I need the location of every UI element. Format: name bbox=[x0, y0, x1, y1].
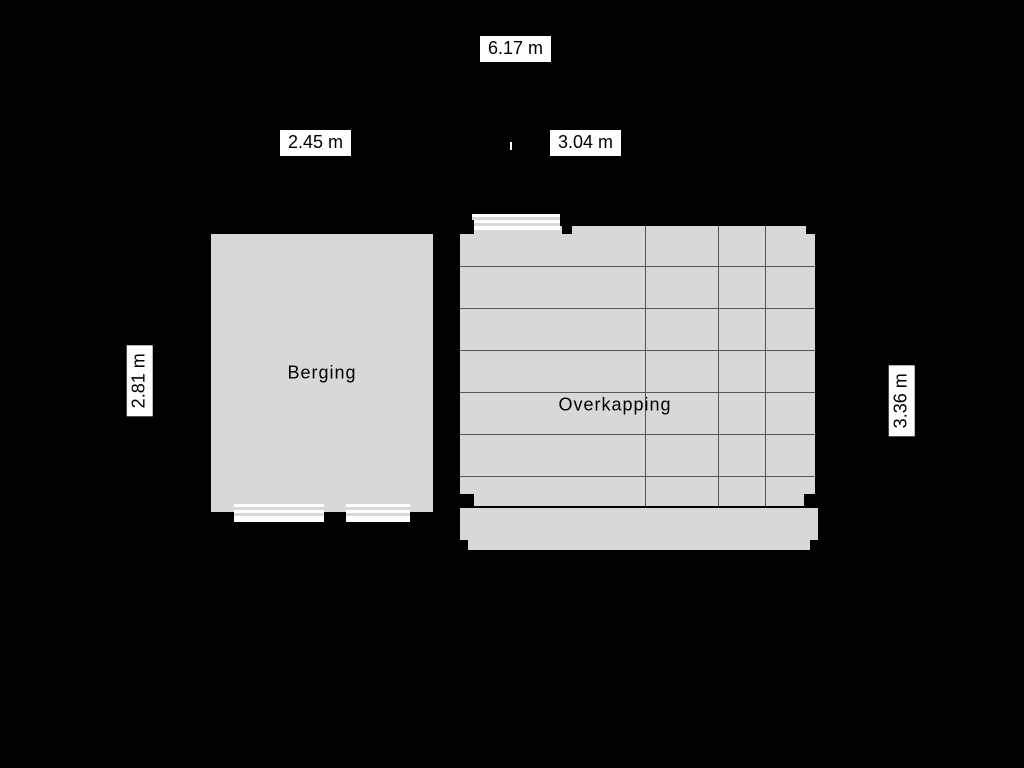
room-overkapping bbox=[460, 220, 815, 506]
post-top-left bbox=[460, 220, 474, 234]
berging-door-1-stripe bbox=[234, 507, 324, 510]
tick-top-left bbox=[510, 142, 512, 150]
ext-post-right bbox=[810, 540, 820, 550]
overkapping-extension bbox=[460, 508, 818, 550]
post-bottom-left bbox=[460, 494, 474, 508]
overkapping-top-stripe2 bbox=[472, 223, 560, 226]
overkapping-top-stripe1 bbox=[472, 217, 560, 220]
plank-h4 bbox=[460, 392, 815, 393]
berging-door-2-stripe bbox=[346, 507, 410, 510]
plank-h2 bbox=[460, 308, 815, 309]
dim-total-width: 6.17 m bbox=[480, 36, 551, 62]
berging-door-1-stripe2 bbox=[234, 513, 324, 516]
plank-v3 bbox=[765, 226, 766, 506]
floorplan-canvas: 6.17 m 2.45 m 3.04 m 2.81 m 3.36 m Bergi… bbox=[0, 0, 1024, 768]
plank-h3 bbox=[460, 350, 815, 351]
overkapping-dashed-edge bbox=[460, 552, 820, 555]
post-bottom-right bbox=[804, 494, 818, 508]
plank-v1 bbox=[645, 226, 646, 506]
dim-overkapping-height: 3.36 m bbox=[889, 365, 915, 436]
dim-berging-width: 2.45 m bbox=[280, 130, 351, 156]
post-top-mid bbox=[562, 224, 572, 234]
label-berging: Berging bbox=[287, 363, 356, 384]
post-top-right bbox=[806, 220, 818, 234]
berging-door-2-stripe2 bbox=[346, 513, 410, 516]
plank-v2 bbox=[718, 226, 719, 506]
dim-overkapping-width: 3.04 m bbox=[550, 130, 621, 156]
label-overkapping: Overkapping bbox=[558, 395, 671, 416]
plank-h6 bbox=[460, 476, 815, 477]
plank-h5 bbox=[460, 434, 815, 435]
plank-h1 bbox=[460, 266, 815, 267]
dim-berging-height: 2.81 m bbox=[127, 345, 153, 416]
ext-post-left bbox=[458, 540, 468, 550]
